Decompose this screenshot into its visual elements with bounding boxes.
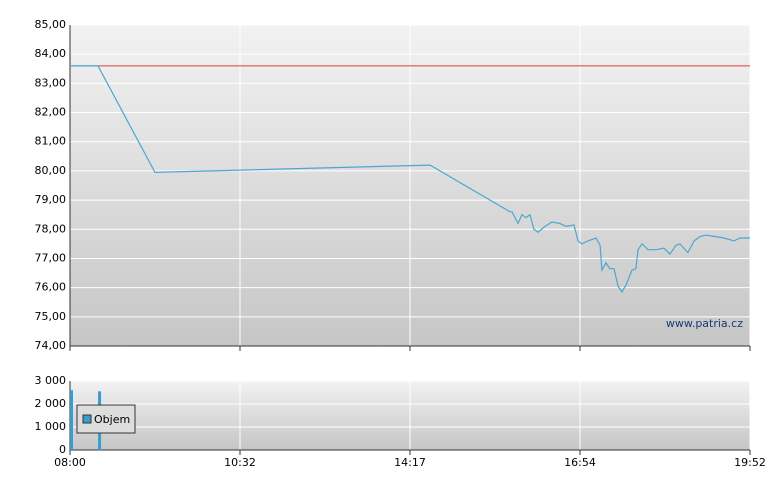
price-line <box>70 65 750 294</box>
x-tick-label: 10:32 <box>224 456 256 469</box>
legend-label: Objem <box>94 413 130 426</box>
y-tick-label: 1 000 <box>35 420 67 433</box>
legend-box <box>76 404 136 434</box>
y-tick-label: 2 000 <box>35 397 67 410</box>
y-tick-label: 83,00 <box>35 76 67 89</box>
x-tick-label: 16:54 <box>564 456 596 469</box>
y-tick-label: 75,00 <box>35 310 67 323</box>
volume-bar <box>70 390 73 450</box>
legend-swatch <box>82 414 92 424</box>
y-tick-label: 81,00 <box>35 135 67 148</box>
x-tick-label: 19:52 <box>734 456 766 469</box>
y-tick-label: 84,00 <box>35 47 67 60</box>
y-tick-label: 82,00 <box>35 106 67 119</box>
y-tick-label: 80,00 <box>35 164 67 177</box>
y-tick-label: 76,00 <box>35 281 67 294</box>
y-tick-label: 74,00 <box>35 339 67 352</box>
y-tick-label: 79,00 <box>35 193 67 206</box>
y-tick-label: 3 000 <box>35 374 67 387</box>
x-tick-label: 14:17 <box>394 456 426 469</box>
x-tick-label: 08:00 <box>54 456 86 469</box>
y-tick-label: 85,00 <box>35 18 67 31</box>
watermark: www.patria.cz <box>666 317 743 330</box>
y-tick-label: 77,00 <box>35 251 67 264</box>
y-tick-label: 78,00 <box>35 222 67 235</box>
y-tick-label: 0 <box>59 443 66 456</box>
